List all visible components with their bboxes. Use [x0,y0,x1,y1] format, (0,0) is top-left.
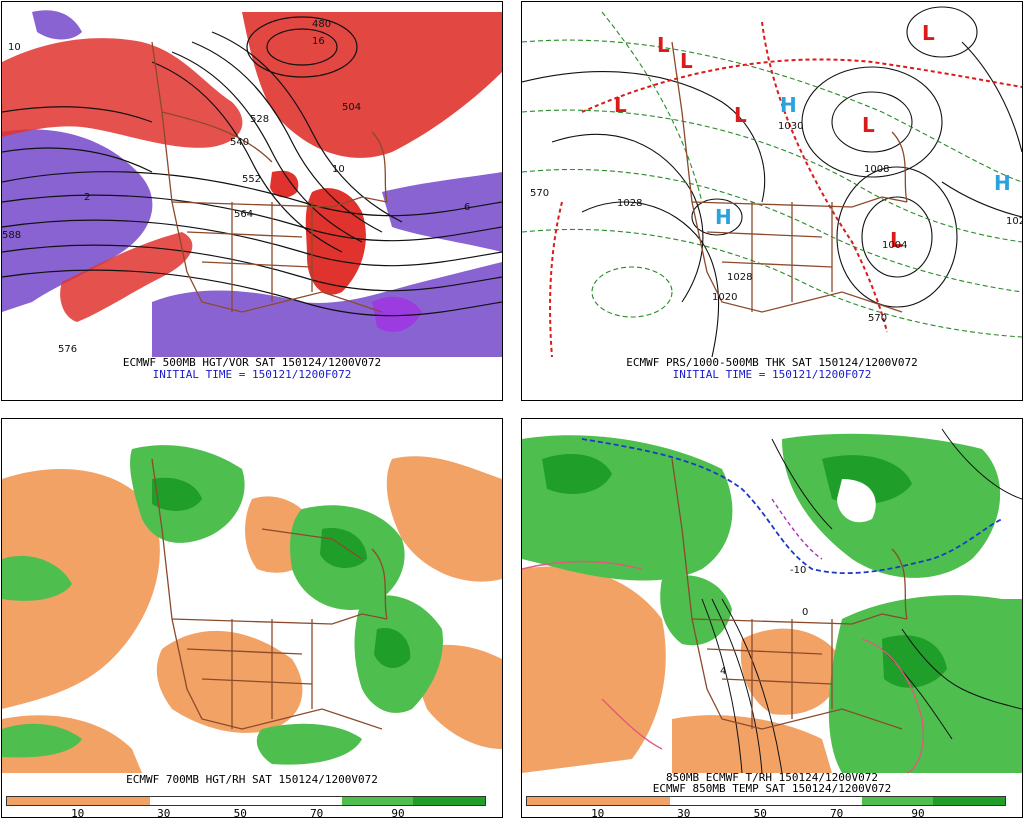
colorbar-ticks: 10 30 50 70 90 [6,807,484,818]
thickness-label: 570 [530,188,549,199]
panel-500mb-hgt-vor: 10 576 552 528 564 588 540 480 504 2 6 1… [1,1,503,401]
low-pressure-marker: L [890,228,903,252]
map-pressure-thickness: L L L L L L L H H H 1028 1020 1028 1008 … [522,2,1022,358]
contour-label: 588 [2,230,21,241]
isotherm-label: 4 [720,666,726,677]
colorbar-ticks: 10 30 50 70 90 [526,807,1004,818]
map-500mb-vorticity: 10 576 552 528 564 588 540 480 504 2 6 1… [2,2,502,357]
colorbar-tick: 10 [591,807,605,818]
initial-time: INITIAL TIME = 150121/1200F072 [152,368,352,381]
contour-label: 6 [464,202,470,213]
panel-title: ECMWF 700MB HGT/RH SAT 150124/1200V072 [126,773,378,786]
low-pressure-marker: L [922,21,935,45]
colorbar-tick: 70 [310,807,324,818]
low-pressure-marker: L [614,93,627,117]
isotherm-label: -10 [790,565,806,576]
panel-prs-thickness: L L L L L L L H H H 1028 1020 1028 1008 … [521,1,1023,401]
contour-label: 480 [312,19,331,30]
high-pressure-marker: H [994,171,1011,195]
low-pressure-marker: L [734,103,747,127]
map-700mb-rh [2,431,502,773]
colorbar-tick: 10 [71,807,85,818]
contour-label: 552 [242,174,261,185]
contour-label: 2 [84,192,90,203]
isobar-label: 1028 [727,272,752,283]
panel-title: ECMWF PRS/1000-500MB THK SAT 150124/1200… [626,356,918,369]
panel-title-line2: ECMWF 850MB TEMP SAT 150124/1200V072 [652,782,892,795]
colorbar-tick: 50 [753,807,767,818]
contour-label: 564 [234,209,253,220]
panel-700mb-rh: ECMWF 700MB HGT/RH SAT 150124/1200V072 1… [1,418,503,818]
contour-label: 576 [58,344,77,355]
colorbar-tick: 30 [677,807,691,818]
isobar-label: 1008 [864,164,889,175]
contour-label: 10 [8,42,21,53]
isobar-label: 1030 [778,121,803,132]
thickness-label: 570 [868,313,887,324]
low-pressure-marker: L [862,113,875,137]
colorbar-tick: 90 [391,807,405,818]
contour-label: 504 [342,102,361,113]
panel-850mb-t-rh: 0 -10 4 850MB ECMWF T/RH 150124/1200V072… [521,418,1023,818]
isobar-label: 1020 [712,292,737,303]
contour-label: 528 [250,114,269,125]
low-pressure-marker: L [657,33,670,57]
panel-title-line1: 850MB ECMWF T/RH 150124/1200V072 [666,771,878,784]
isobar-label: 1028 [617,198,642,209]
panel-title: ECMWF 500MB HGT/VOR SAT 150124/1200V072 [122,356,382,369]
high-pressure-marker: H [780,93,797,117]
isotherm-label: 0 [802,607,808,618]
rh-colorbar [6,796,486,806]
colorbar-tick: 30 [157,807,171,818]
map-850mb-temp-rh: 0 -10 4 [522,428,1022,774]
colorbar-tick: 70 [830,807,844,818]
isobar-label: 102 [1006,216,1022,227]
isobar-label: 1004 [882,240,907,251]
rh-colorbar [526,796,1006,806]
contour-label: 540 [230,137,249,148]
contour-label: 10 [332,164,345,175]
high-pressure-marker: H [715,205,732,229]
contour-label: 16 [312,36,325,47]
low-pressure-marker: L [680,49,693,73]
colorbar-tick: 50 [233,807,247,818]
colorbar-tick: 90 [911,807,925,818]
initial-time: INITIAL TIME = 150121/1200F072 [672,368,872,381]
